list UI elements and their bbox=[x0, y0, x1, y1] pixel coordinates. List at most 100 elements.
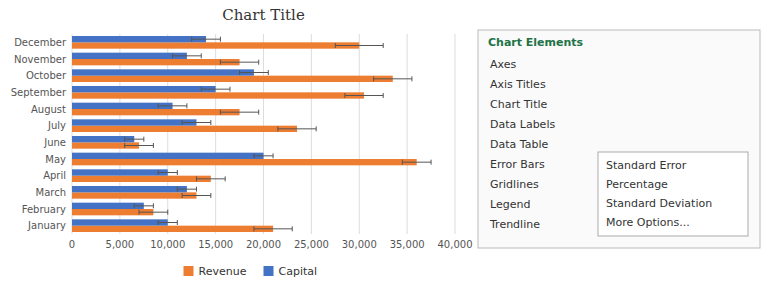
x-tick-label: 0 bbox=[69, 239, 75, 250]
error-cap bbox=[335, 43, 336, 48]
error-line bbox=[220, 62, 258, 63]
error-cap bbox=[220, 37, 221, 42]
error-line bbox=[254, 228, 292, 229]
chart-title: Chart Title bbox=[222, 6, 305, 24]
error-line bbox=[182, 122, 211, 123]
bar bbox=[72, 136, 134, 142]
bar bbox=[72, 169, 168, 175]
y-tick-label: April bbox=[43, 170, 66, 181]
error-cap bbox=[177, 187, 178, 192]
error-bar bbox=[158, 170, 177, 175]
error-cap bbox=[258, 60, 259, 65]
y-tick-label: November bbox=[14, 54, 67, 65]
error-bar bbox=[220, 110, 258, 115]
x-tick-label: 35,000 bbox=[390, 239, 425, 250]
error-cap bbox=[158, 220, 159, 225]
error-line bbox=[402, 162, 431, 163]
panel-item: Axis Titles bbox=[490, 78, 546, 91]
y-tick-label: July bbox=[47, 120, 66, 131]
error-cap bbox=[383, 43, 384, 48]
panel-item: Error Bars bbox=[490, 158, 545, 171]
chart-svg: Chart Title05,00010,00015,00020,00025,00… bbox=[0, 0, 768, 289]
error-line bbox=[177, 189, 196, 190]
bar bbox=[72, 36, 206, 42]
panel-item: Legend bbox=[490, 198, 530, 211]
grid-line bbox=[455, 34, 456, 234]
error-bar bbox=[196, 176, 225, 181]
error-line bbox=[158, 105, 187, 106]
grid bbox=[72, 34, 455, 234]
bar bbox=[72, 69, 254, 75]
submenu-item: Percentage bbox=[606, 178, 668, 191]
bar bbox=[72, 176, 211, 182]
error-bar bbox=[254, 226, 292, 231]
error-cap bbox=[292, 226, 293, 231]
error-cap bbox=[225, 176, 226, 181]
error-cap bbox=[277, 126, 278, 131]
error-bar bbox=[182, 120, 211, 125]
submenu-item: Standard Error bbox=[606, 159, 687, 172]
error-cap bbox=[253, 153, 254, 158]
legend-label: Capital bbox=[279, 265, 318, 278]
y-tick-label: September bbox=[11, 87, 67, 98]
error-line bbox=[196, 178, 225, 179]
error-cap bbox=[253, 226, 254, 231]
y-tick-label: June bbox=[43, 137, 66, 148]
bar bbox=[72, 59, 240, 65]
bars bbox=[72, 36, 431, 232]
error-line bbox=[158, 172, 177, 173]
bar bbox=[72, 119, 196, 125]
chart-elements-panel: Chart ElementsAxesAxis TitlesChart Title… bbox=[478, 30, 760, 248]
error-line bbox=[192, 39, 221, 40]
error-line bbox=[220, 112, 258, 113]
bar bbox=[72, 186, 187, 192]
error-bar bbox=[182, 193, 211, 198]
bar bbox=[72, 103, 173, 109]
x-tick-label: 25,000 bbox=[294, 239, 329, 250]
error-line bbox=[125, 145, 154, 146]
error-line bbox=[182, 195, 211, 196]
y-tick-label: March bbox=[36, 187, 66, 198]
error-line bbox=[278, 128, 316, 129]
error-cap bbox=[196, 187, 197, 192]
error-bar bbox=[201, 87, 230, 92]
error-cap bbox=[229, 87, 230, 92]
error-cap bbox=[153, 143, 154, 148]
error-bar bbox=[240, 70, 269, 75]
panel-item: Data Table bbox=[490, 138, 548, 151]
error-bar bbox=[335, 43, 383, 48]
bar bbox=[72, 92, 364, 98]
error-cap bbox=[239, 70, 240, 75]
submenu-item: Standard Deviation bbox=[606, 197, 712, 210]
error-cap bbox=[220, 60, 221, 65]
error-cap bbox=[201, 53, 202, 58]
error-bar bbox=[220, 60, 258, 65]
bar bbox=[72, 109, 240, 115]
panel-box bbox=[478, 30, 760, 248]
error-cap bbox=[182, 120, 183, 125]
error-cap bbox=[373, 76, 374, 81]
panel-item: Chart Title bbox=[490, 98, 548, 111]
error-cap bbox=[153, 203, 154, 208]
grid-line bbox=[263, 34, 264, 234]
panel-title: Chart Elements bbox=[488, 36, 584, 49]
error-cap bbox=[177, 170, 178, 175]
x-tick-label: 10,000 bbox=[150, 239, 185, 250]
error-cap bbox=[411, 76, 412, 81]
error-bar bbox=[345, 93, 383, 98]
x-tick-label: 5,000 bbox=[106, 239, 135, 250]
error-line bbox=[134, 205, 153, 206]
y-tick-label: October bbox=[26, 70, 67, 81]
error-cap bbox=[186, 103, 187, 108]
x-tick-label: 20,000 bbox=[246, 239, 281, 250]
submenu-item: More Options... bbox=[606, 216, 690, 229]
error-bar bbox=[192, 37, 221, 42]
error-cap bbox=[383, 93, 384, 98]
error-cap bbox=[134, 203, 135, 208]
error-cap bbox=[268, 70, 269, 75]
error-cap bbox=[201, 87, 202, 92]
panel-item: Data Labels bbox=[490, 118, 555, 131]
error-cap bbox=[316, 126, 317, 131]
error-bar bbox=[374, 76, 412, 81]
bar bbox=[72, 53, 187, 59]
